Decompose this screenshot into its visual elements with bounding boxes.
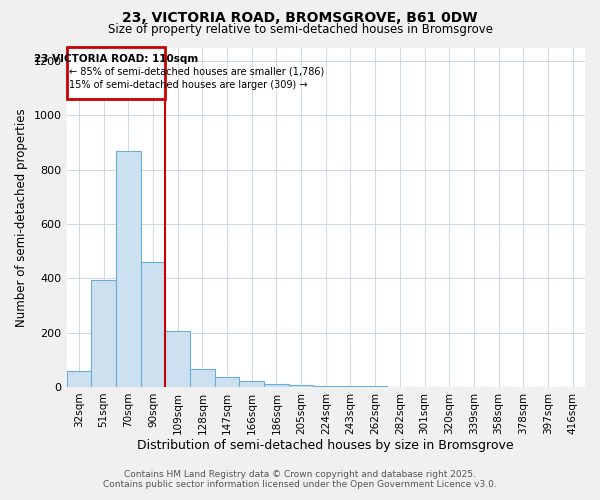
Bar [313, 386, 338, 387]
X-axis label: Distribution of semi-detached houses by size in Bromsgrove: Distribution of semi-detached houses by … [137, 440, 514, 452]
Bar [165, 332, 190, 387]
Text: Size of property relative to semi-detached houses in Bromsgrove: Size of property relative to semi-detach… [107, 22, 493, 36]
Text: 23 VICTORIA ROAD: 110sqm: 23 VICTORIA ROAD: 110sqm [34, 54, 198, 64]
Text: 23, VICTORIA ROAD, BROMSGROVE, B61 0DW: 23, VICTORIA ROAD, BROMSGROVE, B61 0DW [122, 11, 478, 25]
Bar [338, 386, 363, 387]
Bar [190, 370, 215, 387]
Bar [289, 385, 313, 387]
Bar [239, 381, 264, 387]
Y-axis label: Number of semi-detached properties: Number of semi-detached properties [15, 108, 28, 326]
Bar [140, 262, 165, 387]
Text: 15% of semi-detached houses are larger (309) →: 15% of semi-detached houses are larger (… [69, 80, 308, 90]
Text: ← 85% of semi-detached houses are smaller (1,786): ← 85% of semi-detached houses are smalle… [69, 66, 324, 76]
Bar [67, 370, 91, 387]
FancyBboxPatch shape [67, 48, 165, 99]
Bar [363, 386, 388, 387]
Bar [264, 384, 289, 387]
Text: Contains HM Land Registry data © Crown copyright and database right 2025.
Contai: Contains HM Land Registry data © Crown c… [103, 470, 497, 489]
Bar [91, 280, 116, 387]
Bar [215, 378, 239, 387]
Bar [116, 150, 140, 387]
